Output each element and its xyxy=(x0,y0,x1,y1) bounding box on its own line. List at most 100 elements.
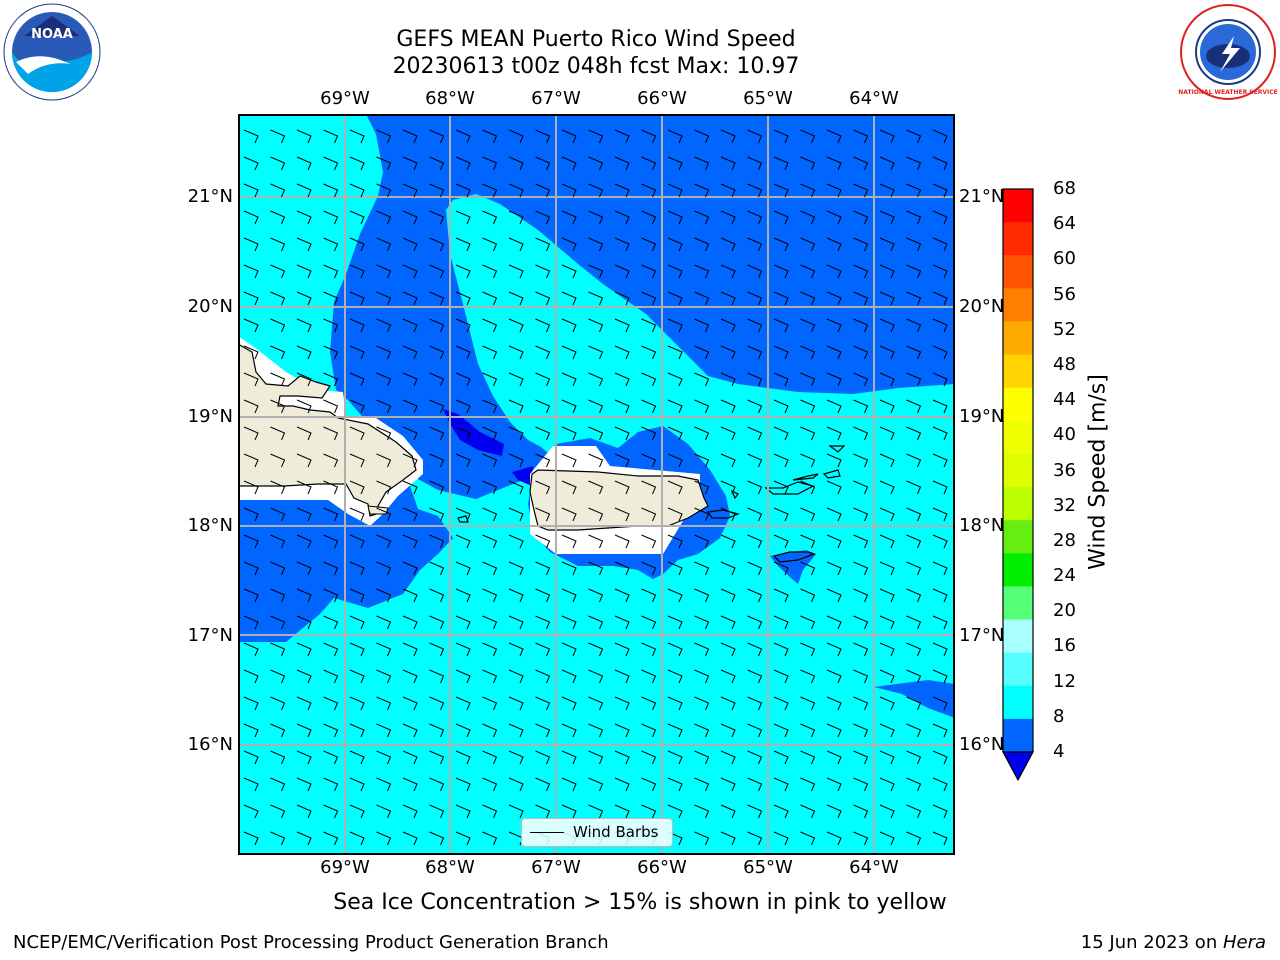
wind-barb xyxy=(429,372,445,387)
wind-barb xyxy=(826,345,842,360)
wind-barb xyxy=(376,480,392,495)
wind-barb xyxy=(853,264,869,279)
wind-barb xyxy=(535,480,551,495)
land-vieques xyxy=(706,509,740,519)
wind-barb xyxy=(879,264,895,279)
wind-barb xyxy=(349,372,365,387)
wind-barb xyxy=(694,129,710,144)
wind-barb xyxy=(906,318,922,333)
wind-barb xyxy=(641,507,657,522)
wind-barb xyxy=(323,750,339,765)
wind-barb xyxy=(932,183,948,198)
wind-barb xyxy=(455,210,471,225)
wind-barb xyxy=(482,318,498,333)
wind-barb xyxy=(614,642,630,657)
wind-barb xyxy=(482,291,498,306)
wind-barb xyxy=(720,750,736,765)
wind-barb xyxy=(296,669,312,684)
colorbar-tick: 60 xyxy=(1053,248,1076,270)
wind-barb xyxy=(826,453,842,468)
wind-barb xyxy=(482,129,498,144)
wind-barb xyxy=(270,210,286,225)
wind-barb xyxy=(614,210,630,225)
lon-tick-top-67w: 67°W xyxy=(531,88,581,109)
wind-barb xyxy=(906,777,922,792)
wind-barb xyxy=(588,399,604,414)
wind-barb xyxy=(561,615,577,630)
lon-tick-top-66w: 66°W xyxy=(637,88,687,109)
wind-barb xyxy=(826,210,842,225)
wind-barb xyxy=(641,345,657,360)
wind-barb xyxy=(879,804,895,819)
lon-tick-top-65w: 65°W xyxy=(743,88,793,109)
wind-barb xyxy=(402,345,418,360)
wind-barb xyxy=(720,669,736,684)
wind-barb xyxy=(323,696,339,711)
wind-barb xyxy=(429,561,445,576)
wind-barb xyxy=(508,264,524,279)
wind-barb xyxy=(243,642,259,657)
wind-barb xyxy=(349,210,365,225)
wind-barb xyxy=(349,426,365,441)
wind-band-4-8-southeast xyxy=(874,680,955,718)
wind-barb xyxy=(535,372,551,387)
wind-barb xyxy=(879,345,895,360)
wind-barb xyxy=(243,399,259,414)
wind-barb xyxy=(614,156,630,171)
wind-barb xyxy=(800,831,816,846)
wind-barb xyxy=(667,318,683,333)
wind-barb xyxy=(932,831,948,846)
lon-tick-top-64w: 64°W xyxy=(849,88,899,109)
wind-barb xyxy=(932,372,948,387)
wind-barb xyxy=(932,750,948,765)
wind-barb xyxy=(455,750,471,765)
wind-barb xyxy=(826,804,842,819)
wind-barb xyxy=(932,345,948,360)
wind-barb xyxy=(667,777,683,792)
wind-barb xyxy=(429,453,445,468)
wind-barb xyxy=(482,723,498,738)
lon-tick-bottom-68w: 68°W xyxy=(425,857,475,878)
wind-barb xyxy=(323,237,339,252)
wind-barb xyxy=(773,210,789,225)
wind-barb xyxy=(561,399,577,414)
wind-barb xyxy=(455,588,471,603)
wind-barb xyxy=(853,588,869,603)
wind-barb xyxy=(270,264,286,279)
wind-barb xyxy=(641,156,657,171)
wind-barb xyxy=(720,345,736,360)
wind-barb xyxy=(879,777,895,792)
wind-barb xyxy=(879,723,895,738)
wind-barb xyxy=(508,210,524,225)
wind-barb xyxy=(694,156,710,171)
wind-barb xyxy=(773,237,789,252)
wind-barb xyxy=(402,264,418,279)
wind-barb xyxy=(429,696,445,711)
footer-date-text: 15 Jun 2023 on xyxy=(1080,932,1223,953)
wind-barb xyxy=(694,480,710,495)
wind-barb xyxy=(243,129,259,144)
wind-barb xyxy=(376,723,392,738)
wind-barb xyxy=(588,426,604,441)
wind-barb xyxy=(296,750,312,765)
wind-barb xyxy=(482,750,498,765)
colorbar-tick: 28 xyxy=(1053,529,1076,551)
lon-tick-bottom-66w: 66°W xyxy=(637,857,687,878)
wind-barb xyxy=(694,183,710,198)
wind-barb xyxy=(800,777,816,792)
wind-barb xyxy=(508,669,524,684)
wind-barb xyxy=(773,804,789,819)
wind-barb xyxy=(270,453,286,468)
wind-barb xyxy=(376,399,392,414)
wind-barb xyxy=(482,453,498,468)
wind-barb xyxy=(508,345,524,360)
lat-tick-left-18n: 18°N xyxy=(187,515,233,536)
wind-barb xyxy=(429,507,445,522)
wind-barb xyxy=(800,156,816,171)
wind-barb xyxy=(826,696,842,711)
map-subtitle-forecast: 20230613 t00z 048h fcst Max: 10.97 xyxy=(392,54,800,79)
wind-barb xyxy=(243,669,259,684)
wind-barb xyxy=(455,831,471,846)
wind-barb xyxy=(853,372,869,387)
wind-barb xyxy=(906,291,922,306)
